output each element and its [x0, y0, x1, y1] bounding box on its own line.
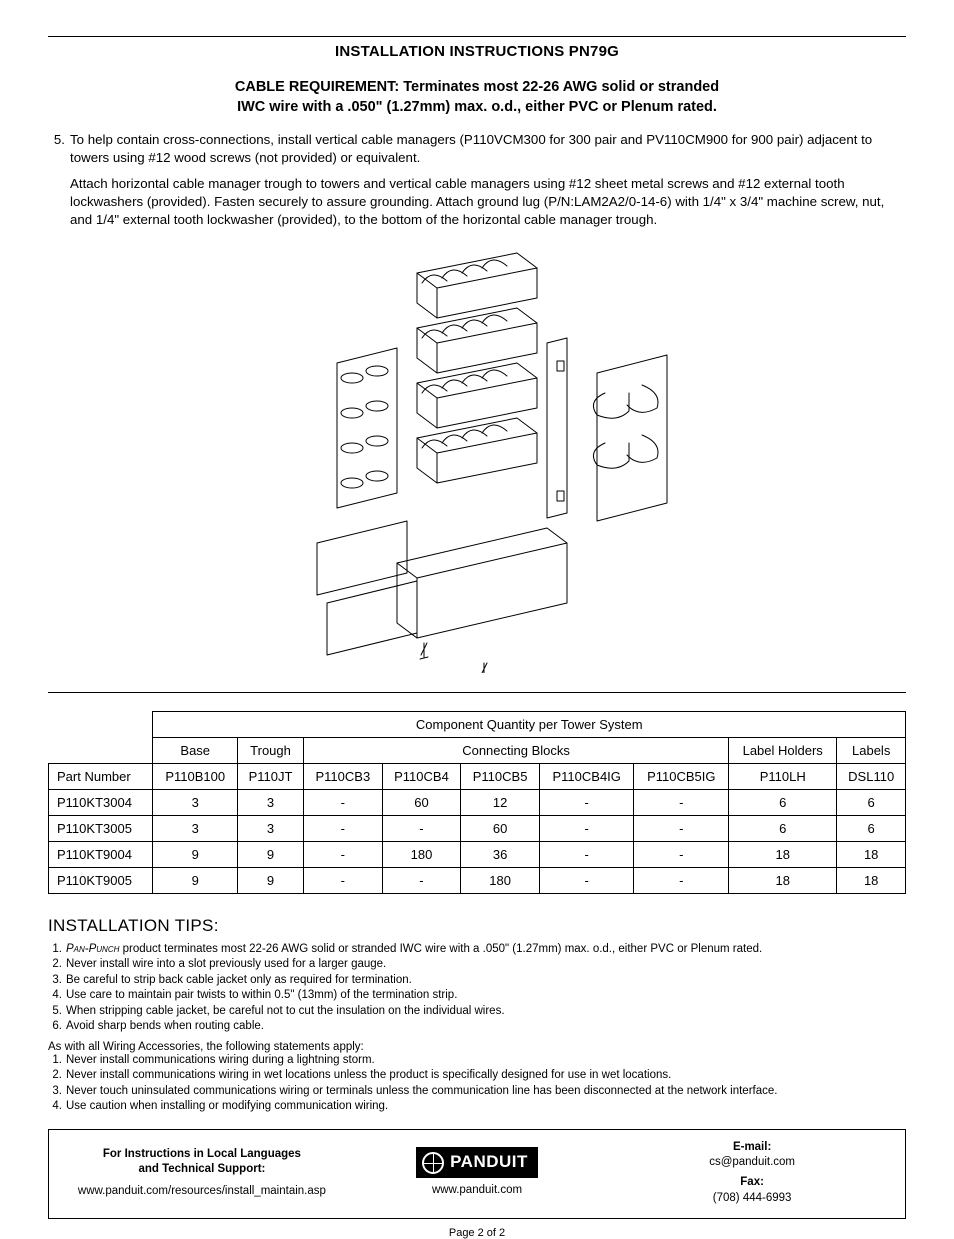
group-label-holders: Label Holders: [729, 737, 837, 763]
doc-title: INSTALLATION INSTRUCTIONS PN79G: [48, 43, 906, 60]
table-row: P110KT3005 3 3 - - 60 - - 6 6: [49, 815, 906, 841]
col-p110cb4ig: P110CB4IG: [539, 763, 634, 789]
fax-value: (708) 444-6993: [611, 1191, 893, 1207]
step-number: 5.: [48, 131, 70, 167]
step-para-1: To help contain cross-connections, insta…: [70, 131, 906, 167]
col-dsl110: DSL110: [837, 763, 906, 789]
cable-requirement: CABLE REQUIREMENT: Terminates most 22-26…: [48, 78, 906, 117]
step-5: 5. To help contain cross-connections, in…: [48, 131, 906, 229]
installation-tips: INSTALLATION TIPS: 1.Pan-Punch product t…: [48, 916, 906, 1115]
col-p110jt: P110JT: [238, 763, 304, 789]
fax-label: Fax:: [611, 1175, 893, 1191]
step-para-2: Attach horizontal cable manager trough t…: [70, 175, 906, 229]
col-p110cb5ig: P110CB5IG: [634, 763, 729, 789]
group-trough: Trough: [238, 737, 304, 763]
col-p110cb4: P110CB4: [382, 763, 461, 789]
footer: For Instructions in Local Languages and …: [48, 1129, 906, 1219]
part-number-header: Part Number: [49, 763, 153, 789]
tips-list-1: 1.Pan-Punch product terminates most 22-2…: [48, 942, 906, 1035]
footer-left-l1: For Instructions in Local Languages: [61, 1147, 343, 1163]
footer-mid-url: www.panduit.com: [343, 1183, 611, 1199]
footer-left-l2: and Technical Support:: [61, 1162, 343, 1178]
subtitle-line1: CABLE REQUIREMENT: Terminates most 22-26…: [235, 79, 719, 95]
tips-list-2: 1.Never install communications wiring du…: [48, 1053, 906, 1115]
col-p110cb5: P110CB5: [461, 763, 540, 789]
tips-intro-2: As with all Wiring Accessories, the foll…: [48, 1041, 906, 1053]
col-p110cb3: P110CB3: [304, 763, 383, 789]
exploded-diagram: [48, 243, 906, 678]
subtitle-line2: IWC wire with a .050" (1.27mm) max. o.d.…: [237, 99, 717, 115]
assembly-svg: [267, 243, 687, 673]
col-p110lh: P110LH: [729, 763, 837, 789]
table-row: P110KT3004 3 3 - 60 12 - - 6 6: [49, 789, 906, 815]
top-rule: [48, 36, 906, 37]
footer-left-url: www.panduit.com/resources/install_mainta…: [61, 1184, 343, 1200]
logo-text: PANDUIT: [450, 1151, 528, 1174]
group-labels: Labels: [837, 737, 906, 763]
table-caption: Component Quantity per Tower System: [153, 711, 906, 737]
component-table: Component Quantity per Tower System Base…: [48, 711, 906, 894]
table-row: P110KT9005 9 9 - - 180 - - 18 18: [49, 867, 906, 893]
col-p110b100: P110B100: [153, 763, 238, 789]
group-connecting-blocks: Connecting Blocks: [304, 737, 729, 763]
email-value: cs@panduit.com: [611, 1155, 893, 1171]
brand-name: Pan-Punch: [66, 943, 119, 955]
panduit-logo: PANDUIT: [416, 1147, 538, 1178]
email-label: E-mail:: [611, 1140, 893, 1156]
tips-heading: INSTALLATION TIPS:: [48, 916, 906, 936]
mid-rule: [48, 692, 906, 693]
page-number: Page 2 of 2: [48, 1227, 906, 1239]
table-row: P110KT9004 9 9 - 180 36 - - 18 18: [49, 841, 906, 867]
globe-icon: [422, 1152, 444, 1174]
group-base: Base: [153, 737, 238, 763]
